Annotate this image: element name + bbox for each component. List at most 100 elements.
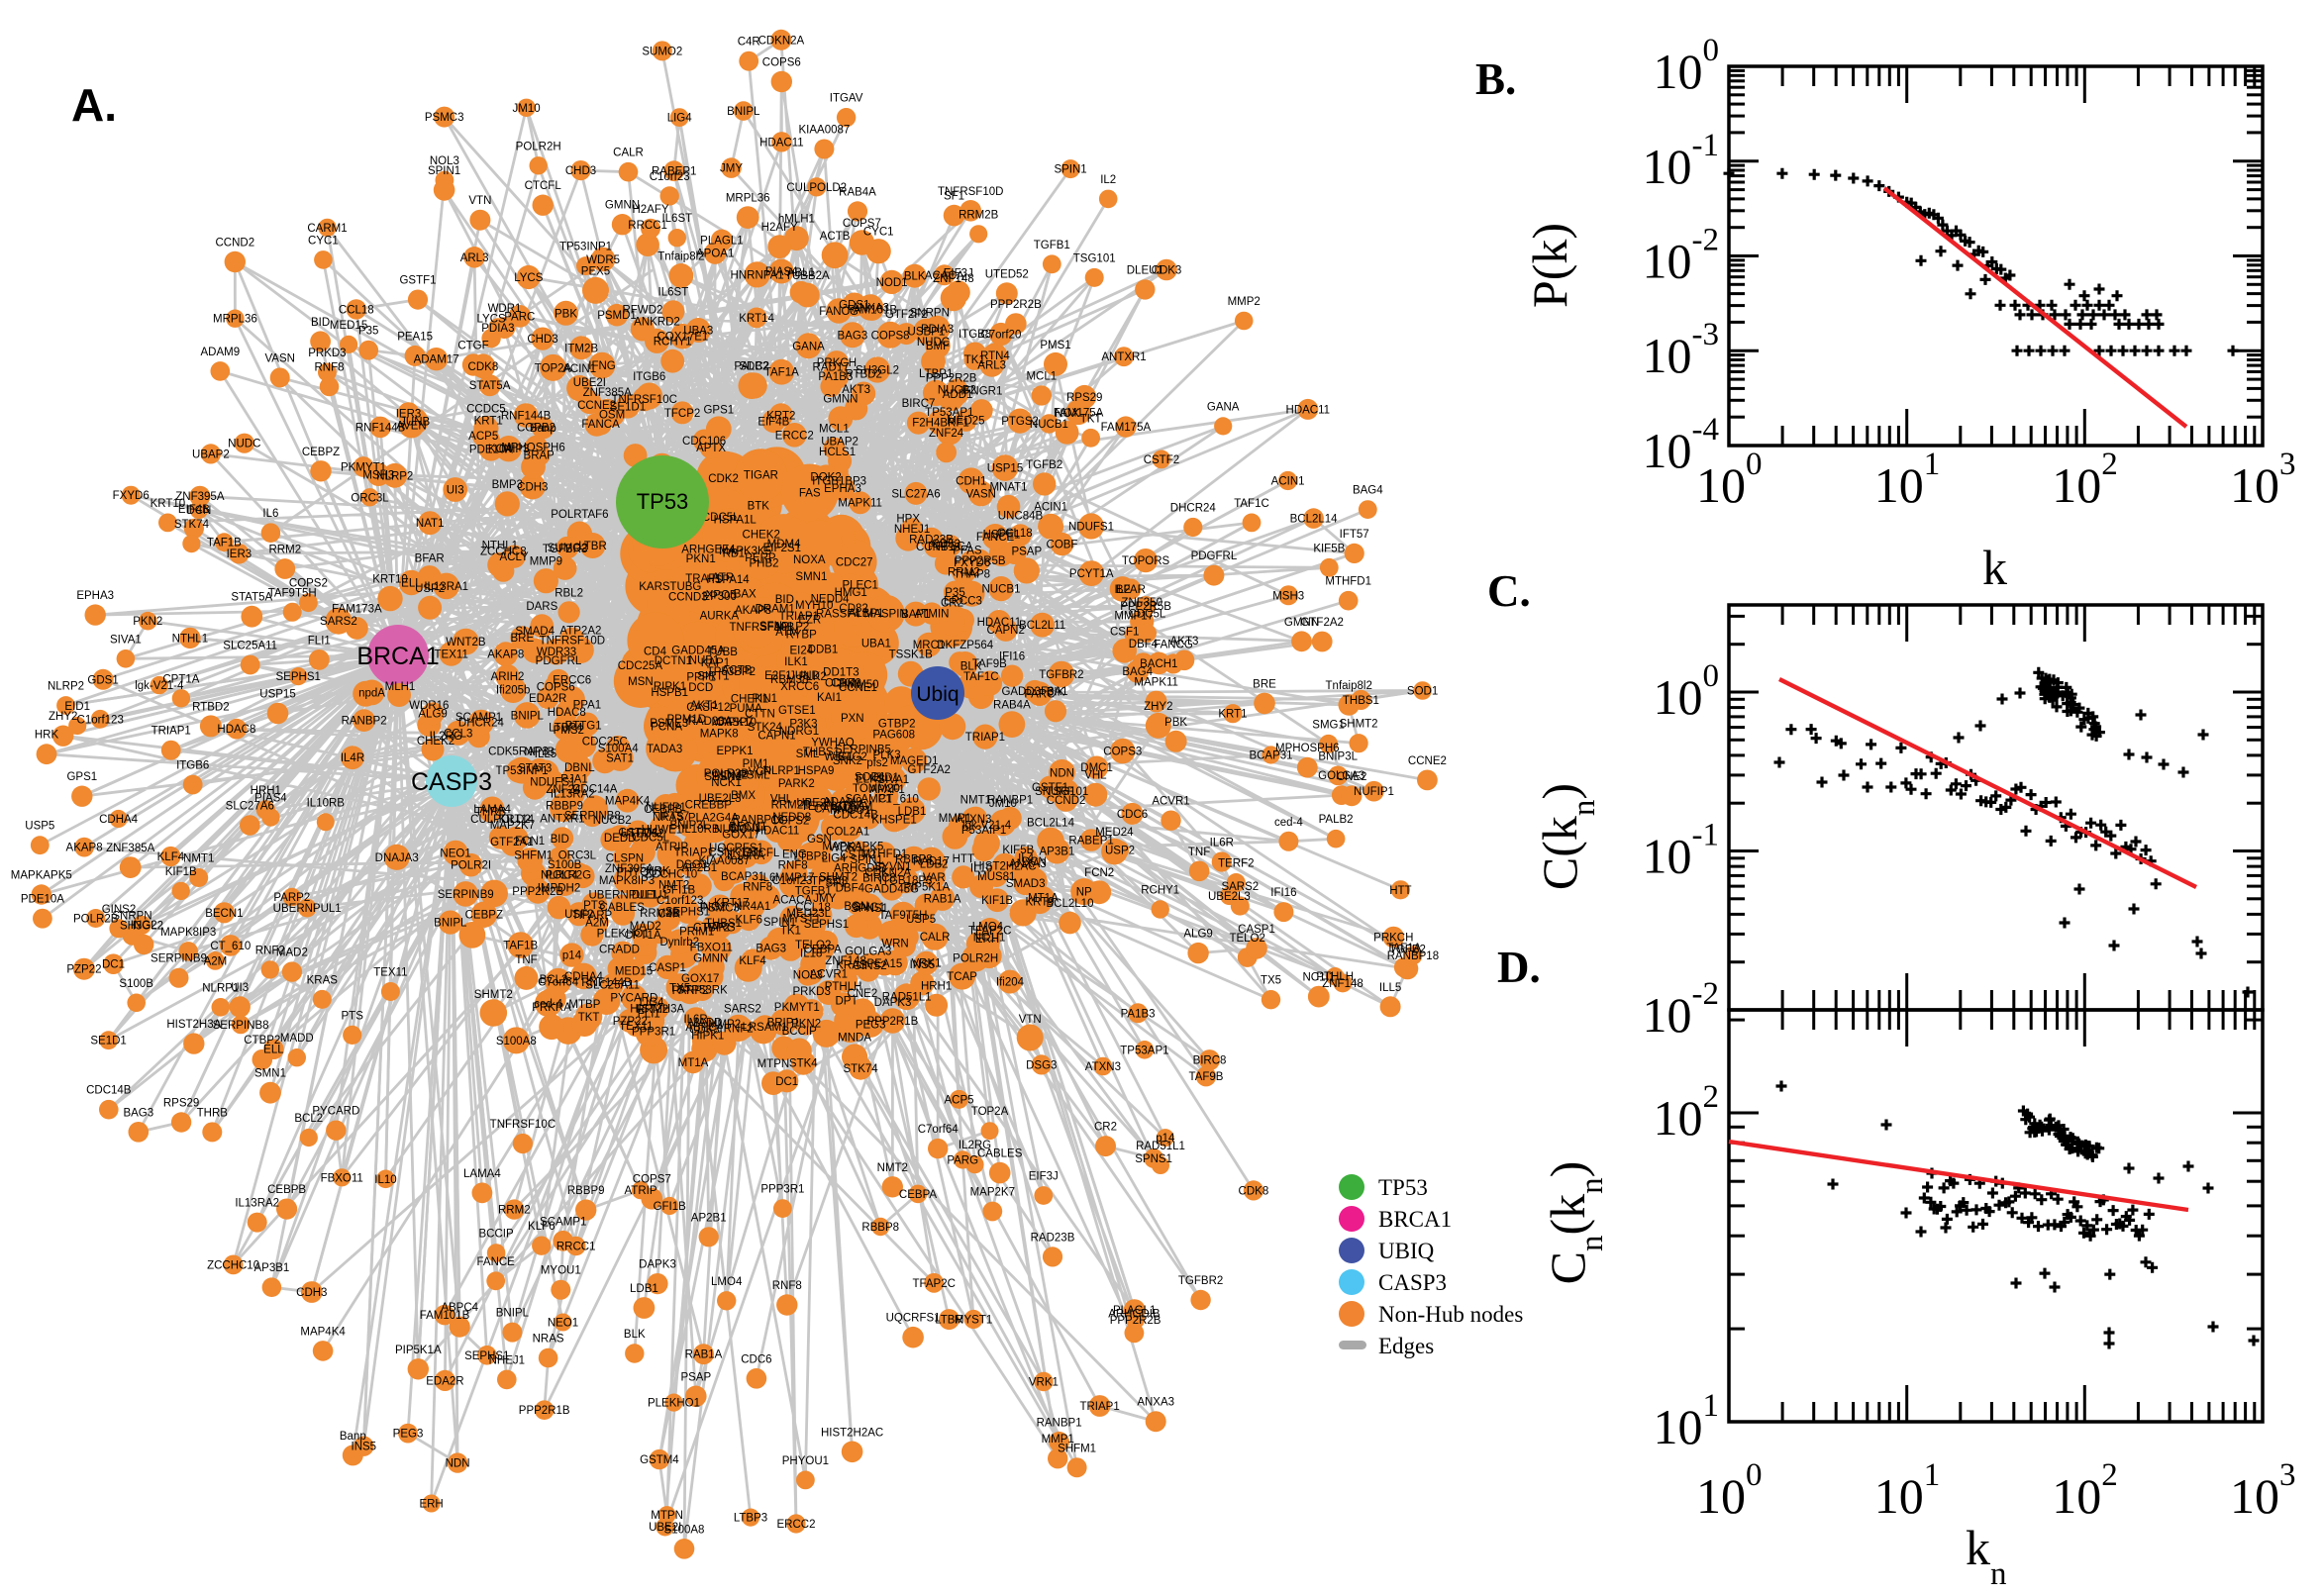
svg-text:BCL2L14: BCL2L14 [1290, 514, 1339, 526]
svg-text:PEA15: PEA15 [397, 331, 433, 343]
svg-text:COPS7: COPS7 [633, 1174, 671, 1186]
svg-text:RRM2: RRM2 [948, 567, 980, 579]
svg-text:IL6: IL6 [262, 508, 278, 520]
svg-text:TNF: TNF [1188, 847, 1210, 858]
svg-text:CASP3: CASP3 [411, 768, 492, 796]
svg-text:TP53AP1: TP53AP1 [925, 407, 973, 419]
svg-text:BLK: BLK [624, 1329, 646, 1341]
svg-text:CSTF2: CSTF2 [840, 849, 875, 861]
svg-text:BRE: BRE [510, 633, 534, 645]
svg-text:NRAS: NRAS [533, 1334, 564, 1346]
svg-text:NLRC4: NLRC4 [541, 869, 578, 881]
svg-text:NOD1: NOD1 [876, 277, 908, 289]
svg-text:CDHA4: CDHA4 [99, 814, 139, 826]
svg-text:INS5: INS5 [910, 959, 936, 971]
svg-text:SIRT1: SIRT1 [697, 671, 729, 683]
svg-text:RFWD2: RFWD2 [622, 304, 662, 316]
svg-text:PIP5K1A: PIP5K1A [395, 1345, 442, 1356]
svg-text:TGFBR2: TGFBR2 [1178, 1275, 1223, 1287]
svg-text:UQCRFS1: UQCRFS1 [886, 1313, 941, 1325]
svg-text:TAF1C: TAF1C [963, 671, 999, 683]
svg-text:USP15: USP15 [987, 463, 1023, 475]
svg-text:TKT: TKT [578, 1012, 600, 1024]
svg-text:FANCE: FANCE [477, 1256, 516, 1268]
svg-text:THBS1: THBS1 [705, 918, 742, 930]
svg-text:DC1: DC1 [775, 1076, 798, 1088]
svg-text:TFCP2: TFCP2 [664, 408, 700, 420]
svg-text:PYCARD: PYCARD [610, 993, 657, 1005]
svg-text:FANCA: FANCA [581, 419, 620, 431]
svg-text:STAT5A: STAT5A [231, 592, 272, 604]
svg-text:NDN: NDN [446, 1458, 470, 1470]
svg-text:GDS1: GDS1 [87, 674, 118, 686]
svg-text:ZNF24: ZNF24 [546, 784, 581, 796]
svg-text:POLRTAF6: POLRTAF6 [551, 509, 608, 521]
svg-text:GMNN: GMNN [605, 200, 640, 212]
svg-text:KLF4: KLF4 [739, 955, 766, 967]
svg-text:BAG4: BAG4 [1122, 666, 1153, 678]
svg-text:UBIQ: UBIQ [1378, 1239, 1435, 1263]
svg-text:PXN: PXN [841, 713, 864, 725]
svg-text:MED15: MED15 [330, 320, 367, 332]
svg-text:KRT14: KRT14 [739, 313, 774, 325]
svg-text:WDR5: WDR5 [586, 254, 620, 266]
svg-text:MMP9: MMP9 [530, 556, 562, 568]
svg-text:MED15: MED15 [615, 966, 653, 978]
svg-text:BTK: BTK [748, 501, 770, 513]
svg-text:GTF2A2: GTF2A2 [907, 764, 950, 776]
svg-text:CDC27: CDC27 [836, 557, 873, 569]
svg-text:PTHLH: PTHLH [825, 981, 862, 993]
svg-text:CDH3: CDH3 [296, 1287, 327, 1299]
svg-text:KRAS: KRAS [307, 974, 339, 986]
svg-text:UBERNPUL1: UBERNPUL1 [273, 903, 342, 915]
svg-text:PHYOU1: PHYOU1 [782, 1455, 829, 1467]
svg-text:POLR2B: POLR2B [73, 914, 119, 926]
svg-text:BCCIP: BCCIP [479, 1229, 514, 1241]
svg-text:ANKRD2: ANKRD2 [634, 316, 680, 328]
svg-text:RANBP18: RANBP18 [1387, 950, 1439, 962]
svg-text:RRCC1: RRCC1 [628, 220, 667, 232]
svg-text:NEO1: NEO1 [548, 1318, 578, 1330]
svg-text:PMS1: PMS1 [1040, 340, 1070, 351]
svg-text:SLC27A6: SLC27A6 [226, 801, 274, 813]
svg-text:ITGB6: ITGB6 [176, 760, 209, 772]
svg-text:C4R: C4R [738, 37, 760, 49]
svg-text:C1orf123: C1orf123 [77, 714, 124, 726]
svg-text:LYCS: LYCS [476, 314, 506, 326]
svg-text:PLA2G4A: PLA2G4A [688, 812, 739, 824]
svg-text:EDA2R: EDA2R [529, 693, 566, 705]
svg-text:PEG3: PEG3 [856, 1020, 886, 1032]
svg-text:PPP2R5B: PPP2R5B [955, 555, 1006, 567]
svg-text:GANA: GANA [1207, 401, 1240, 413]
svg-text:LTBP3: LTBP3 [734, 1513, 767, 1525]
svg-text:ANXA3: ANXA3 [1137, 1397, 1174, 1409]
svg-text:FAS: FAS [799, 488, 821, 500]
svg-text:KLF6: KLF6 [528, 1221, 556, 1233]
svg-text:CALR: CALR [920, 932, 951, 944]
svg-text:CT_610: CT_610 [210, 941, 251, 952]
svg-text:KIAA0087: KIAA0087 [799, 125, 851, 137]
svg-text:FAM173A: FAM173A [332, 604, 382, 616]
svg-text:MMP1: MMP1 [1042, 1434, 1074, 1446]
svg-text:ELL: ELL [401, 578, 422, 590]
svg-text:CCDC5: CCDC5 [466, 404, 506, 416]
svg-text:IFNGR1: IFNGR1 [960, 386, 1002, 398]
svg-text:MLH1: MLH1 [385, 681, 416, 693]
svg-text:CRADD: CRADD [599, 945, 640, 956]
svg-text:SPIN1: SPIN1 [428, 165, 460, 177]
svg-text:IL4R: IL4R [341, 752, 364, 764]
svg-text:CTCFL: CTCFL [525, 180, 562, 192]
svg-text:NAT1: NAT1 [416, 518, 445, 530]
svg-text:ACIN1: ACIN1 [562, 363, 596, 375]
svg-text:CDK8: CDK8 [468, 361, 499, 373]
svg-text:PDGFRL: PDGFRL [1191, 550, 1238, 562]
svg-text:BID: BID [311, 317, 330, 329]
svg-text:MCL1: MCL1 [819, 424, 850, 436]
svg-text:AP3B1: AP3B1 [1039, 846, 1074, 857]
svg-text:GADD45A: GADD45A [671, 646, 725, 657]
svg-text:MMP2: MMP2 [1228, 296, 1261, 308]
svg-text:CEBPZ: CEBPZ [302, 447, 340, 458]
svg-text:CARM1: CARM1 [307, 223, 347, 235]
svg-text:IFT57: IFT57 [1340, 529, 1369, 541]
svg-text:TP53AP1: TP53AP1 [1120, 1045, 1168, 1056]
